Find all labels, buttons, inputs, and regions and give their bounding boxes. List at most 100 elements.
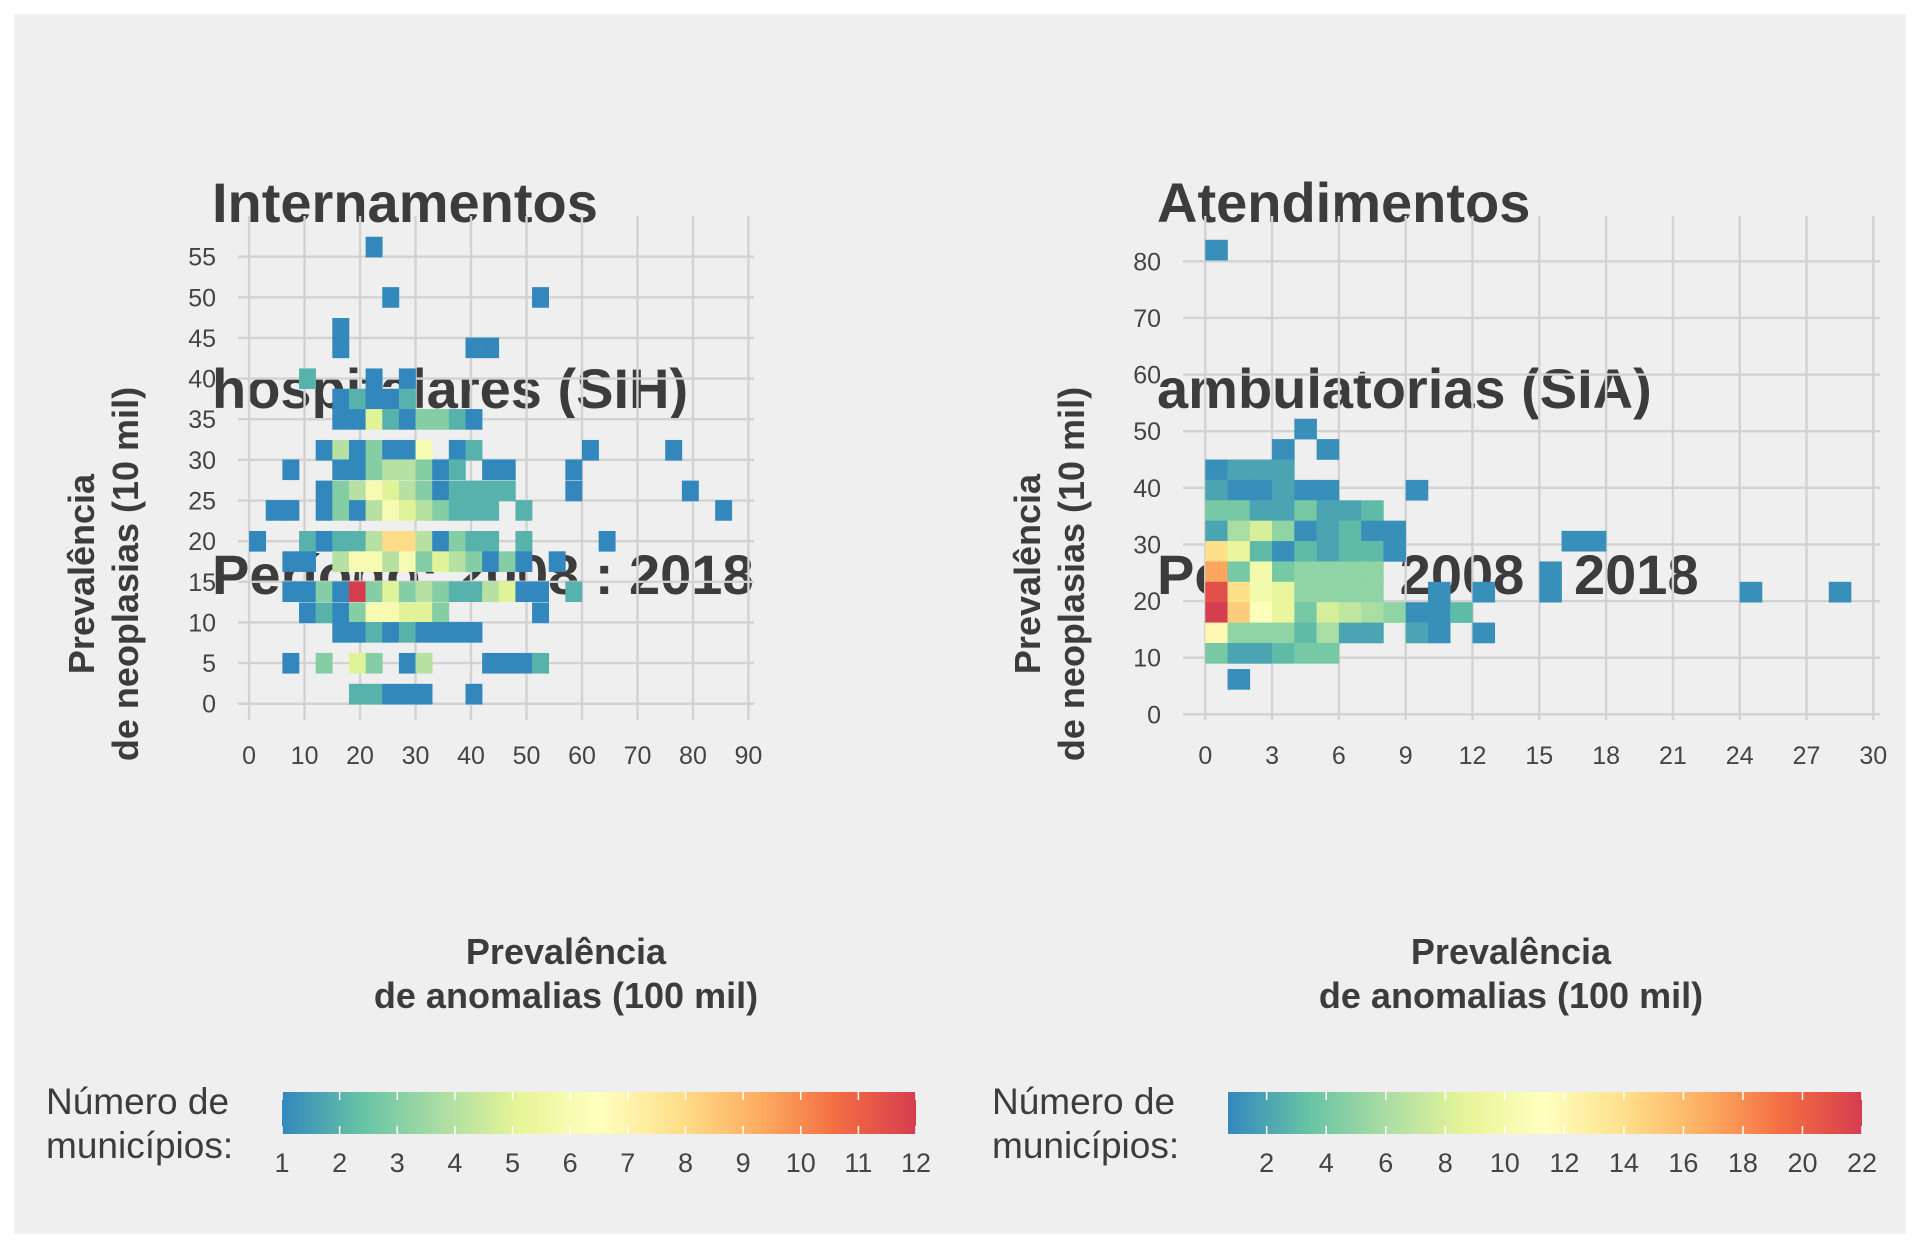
- colorbar-sia: 2 4 6 8 10 12 14 16 18 20 22: [1228, 1092, 1877, 1178]
- heatmap-cell: [1294, 642, 1317, 664]
- heatmap-cell: [498, 459, 516, 481]
- heatmap-cell: [299, 531, 316, 552]
- y-tick-label: 40: [1133, 475, 1161, 503]
- colorbar-tick-label: 14: [1609, 1148, 1639, 1178]
- heatmap-cell: [1539, 581, 1562, 603]
- title-line: Internamentos: [212, 171, 598, 234]
- heatmap-cell: [1227, 459, 1251, 481]
- heatmap-cell: [465, 439, 483, 461]
- heatmap-cell: [1272, 541, 1295, 562]
- heatmap-cell: [1249, 602, 1273, 623]
- heatmap-cell: [432, 500, 450, 521]
- heatmap-cell: [398, 439, 416, 461]
- x-axis-label-sih: Prevalência de anomalias (100 mil): [286, 930, 846, 1018]
- heatmap-cell: [365, 236, 383, 258]
- heatmap-cell: [1383, 541, 1406, 562]
- heatmap-cell: [1227, 642, 1251, 664]
- heatmap-cell: [1405, 479, 1429, 501]
- colorbar-tick-label: 11: [844, 1148, 872, 1178]
- x-tick-label: 50: [513, 742, 541, 770]
- heatmap-cell: [532, 581, 550, 603]
- heatmap-cell: [348, 409, 366, 430]
- x-tick-label: 12: [1459, 742, 1487, 770]
- heatmap-cell: [1272, 561, 1295, 583]
- y-tick-label: 70: [1133, 305, 1161, 333]
- heatmap-cell: [332, 459, 350, 481]
- heatmap-cell: [448, 409, 466, 430]
- x-tick-label: 18: [1592, 742, 1620, 770]
- heatmap-cell: [282, 581, 300, 603]
- heatmap-cell: [1316, 541, 1340, 562]
- x-tick-label: 30: [402, 742, 430, 770]
- colorbar-tick-label: 8: [1438, 1148, 1453, 1178]
- heatmap-cell: [1249, 479, 1273, 501]
- heatmap-cell: [448, 439, 466, 461]
- heatmap-cell: [1338, 561, 1362, 583]
- colorbar: [282, 1092, 916, 1134]
- heatmap-cell: [382, 480, 400, 502]
- heatmap-cell: [365, 683, 383, 705]
- colorbar-tick-label: 12: [1549, 1148, 1579, 1178]
- y-tick-label: 30: [1133, 531, 1161, 559]
- heatmap-cell: [432, 622, 450, 643]
- heatmap-cell: [1338, 622, 1362, 644]
- colorbar-tick-label: 18: [1728, 1148, 1758, 1178]
- heatmap-cell: [382, 683, 400, 705]
- heatmap-cell: [1227, 581, 1251, 603]
- heatmap-cell: [1227, 541, 1251, 562]
- heatmap-cell: [1249, 541, 1273, 562]
- heatmap-cell: [332, 480, 350, 502]
- heatmap-cell: [332, 500, 350, 521]
- heatmap-cell: [448, 622, 466, 643]
- heatmap-cell: [1739, 581, 1763, 603]
- heatmap-cell: [348, 459, 366, 481]
- heatmap-cell: [265, 500, 283, 521]
- heatmap-cell: [1227, 561, 1251, 583]
- heatmap-cell: [348, 480, 366, 502]
- heatmap-cell: [332, 318, 350, 339]
- heatmap-cell: [515, 652, 533, 674]
- heatmap-cell: [515, 531, 533, 552]
- heatmap-cell: [1361, 561, 1384, 583]
- heatmap-cell: [1405, 622, 1429, 644]
- heatmap-cell: [332, 388, 350, 410]
- heatmap-cell: [498, 652, 516, 674]
- heatmap-cell: [382, 388, 400, 410]
- heatmap-cell: [432, 531, 450, 552]
- heatmap-cell: [1294, 418, 1317, 440]
- heatmap-cell: [282, 652, 300, 674]
- heatmap-cell: [1361, 500, 1384, 521]
- heatmap-cell: [365, 622, 383, 643]
- heatmap-cell: [348, 388, 366, 410]
- heatmap-cell: [1383, 520, 1406, 542]
- heatmap-cell: [1561, 530, 1585, 552]
- heatmap-cell: [382, 622, 400, 643]
- heatmap-cell: [1316, 500, 1340, 521]
- colorbar-tick-label: 7: [620, 1148, 635, 1178]
- heatmap-cell: [382, 602, 400, 624]
- heatmap-cell: [348, 652, 366, 674]
- heatmap-cell: [348, 683, 366, 705]
- heatmap-cell: [1249, 459, 1273, 481]
- heatmap-cell: [1205, 622, 1228, 644]
- heatmap-cell: [1316, 439, 1340, 460]
- heatmap-cell: [299, 551, 316, 572]
- heatmap-cell: [1316, 581, 1340, 603]
- heatmap-cell: [1294, 581, 1317, 603]
- legend-title-line: Número de: [46, 1081, 230, 1122]
- heatmap-cell: [299, 581, 316, 603]
- heatmap-cell: [282, 500, 300, 521]
- heatmap-cell: [1294, 500, 1317, 521]
- x-tick-label: 80: [679, 742, 707, 770]
- heatmap-cell: [432, 459, 450, 481]
- heatmap-cell: [482, 551, 500, 572]
- heatmap-cell: [1316, 602, 1340, 623]
- heatmap-cell: [498, 551, 516, 572]
- heatmap-cell: [398, 388, 416, 410]
- heatmap-cell: [465, 531, 483, 552]
- y-tick-label: 25: [188, 488, 216, 516]
- y-tick-label: 0: [202, 691, 216, 719]
- x-tick-label: 21: [1659, 742, 1687, 770]
- colorbar-tick-label: 3: [390, 1148, 405, 1178]
- heatmap-cell: [1427, 622, 1451, 644]
